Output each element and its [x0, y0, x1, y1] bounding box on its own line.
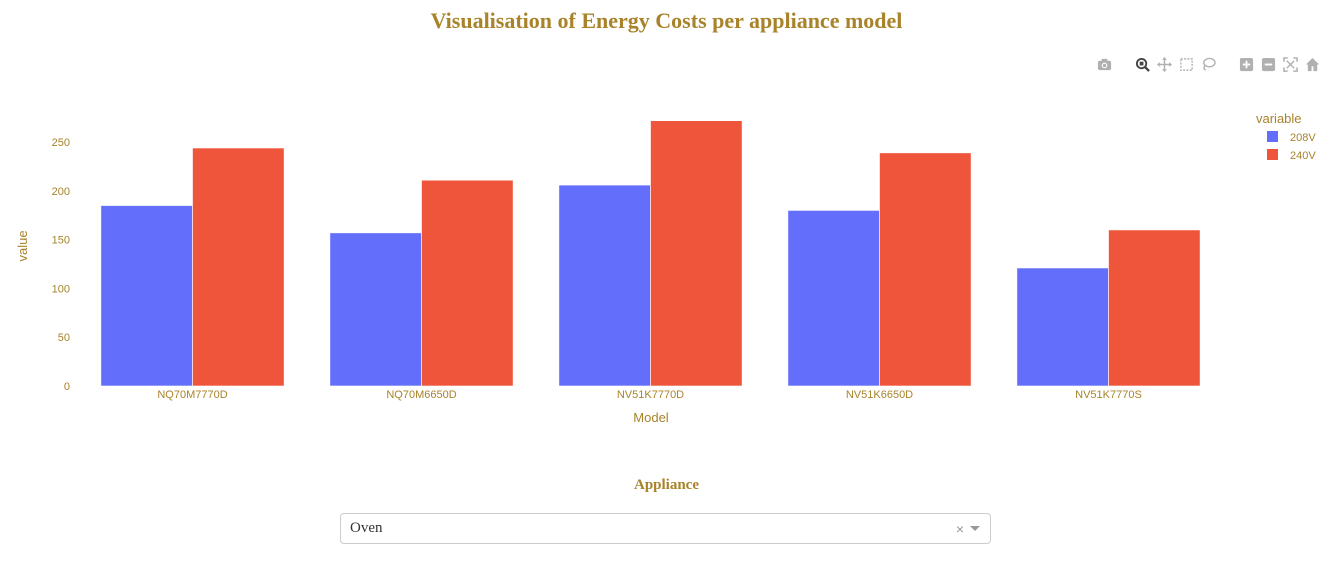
x-tick-label: NQ70M6650D [386, 389, 456, 401]
x-axis-title: Model [633, 410, 669, 425]
y-tick-label: 150 [52, 235, 70, 247]
page-title: Visualisation of Energy Costs per applia… [430, 8, 903, 33]
zoom-icon[interactable] [1134, 56, 1150, 72]
zoom-out-icon[interactable] [1260, 56, 1276, 72]
legend-title: variable [1256, 111, 1302, 126]
y-tick-label: 100 [52, 283, 70, 295]
bar-208V-NQ70M6650D[interactable] [329, 232, 422, 387]
bar-240V-NQ70M6650D[interactable] [421, 179, 514, 387]
bar-208V-NV51K6650D[interactable] [787, 210, 880, 387]
y-axis-title: value [15, 230, 30, 261]
legend-label-240V[interactable]: 240V [1290, 150, 1316, 162]
y-tick-label: 0 [64, 381, 70, 393]
bar-240V-NQ70M7770D[interactable] [192, 147, 285, 387]
bar-208V-NV51K7770D[interactable] [558, 184, 651, 387]
bar-208V-NQ70M7770D[interactable] [100, 205, 193, 387]
y-tick-label: 250 [52, 137, 70, 149]
legend-swatch-208V[interactable] [1267, 131, 1278, 142]
bars [100, 120, 1201, 387]
camera-icon[interactable] [1096, 56, 1112, 72]
home-icon[interactable] [1304, 56, 1320, 72]
appliance-dropdown[interactable]: Oven × [340, 513, 991, 544]
bar-240V-NV51K6650D[interactable] [879, 152, 972, 387]
autoscale-icon[interactable] [1282, 56, 1298, 72]
x-tick-label: NV51K7770S [1075, 389, 1142, 401]
box-select-icon[interactable] [1178, 56, 1194, 72]
appliance-dropdown-value: Oven [350, 520, 383, 536]
x-tick-label: NV51K7770D [617, 389, 684, 401]
zoom-in-icon[interactable] [1238, 56, 1254, 72]
legend-swatch-240V[interactable] [1267, 149, 1278, 160]
x-tick-label: NQ70M7770D [157, 389, 227, 401]
appliance-label: Appliance [633, 477, 699, 493]
y-tick-label: 200 [52, 186, 70, 198]
bar-208V-NV51K7770S[interactable] [1016, 267, 1109, 387]
legend-label-208V[interactable]: 208V [1290, 132, 1316, 144]
x-axis-ticks: NQ70M7770D NQ70M6650D NV51K7770D NV51K6650D… [157, 389, 1142, 401]
x-tick-label: NV51K6650D [846, 389, 913, 401]
bar-240V-NV51K7770D[interactable] [650, 120, 743, 387]
y-tick-label: 50 [58, 332, 70, 344]
bar-240V-NV51K7770S[interactable] [1108, 229, 1201, 387]
legend: variable 208V 240V [1256, 111, 1316, 162]
clear-icon[interactable]: × [955, 520, 964, 537]
chevron-down-icon[interactable] [970, 526, 980, 531]
modebar [1096, 55, 1338, 73]
lasso-icon[interactable] [1200, 56, 1216, 72]
pan-icon[interactable] [1156, 56, 1172, 72]
y-axis-ticks: 0 50 100 150 200 250 [52, 137, 70, 393]
bar-chart: 0 50 100 150 200 250 NQ70M7770D NQ70M6650D NV51… [15, 111, 1316, 425]
